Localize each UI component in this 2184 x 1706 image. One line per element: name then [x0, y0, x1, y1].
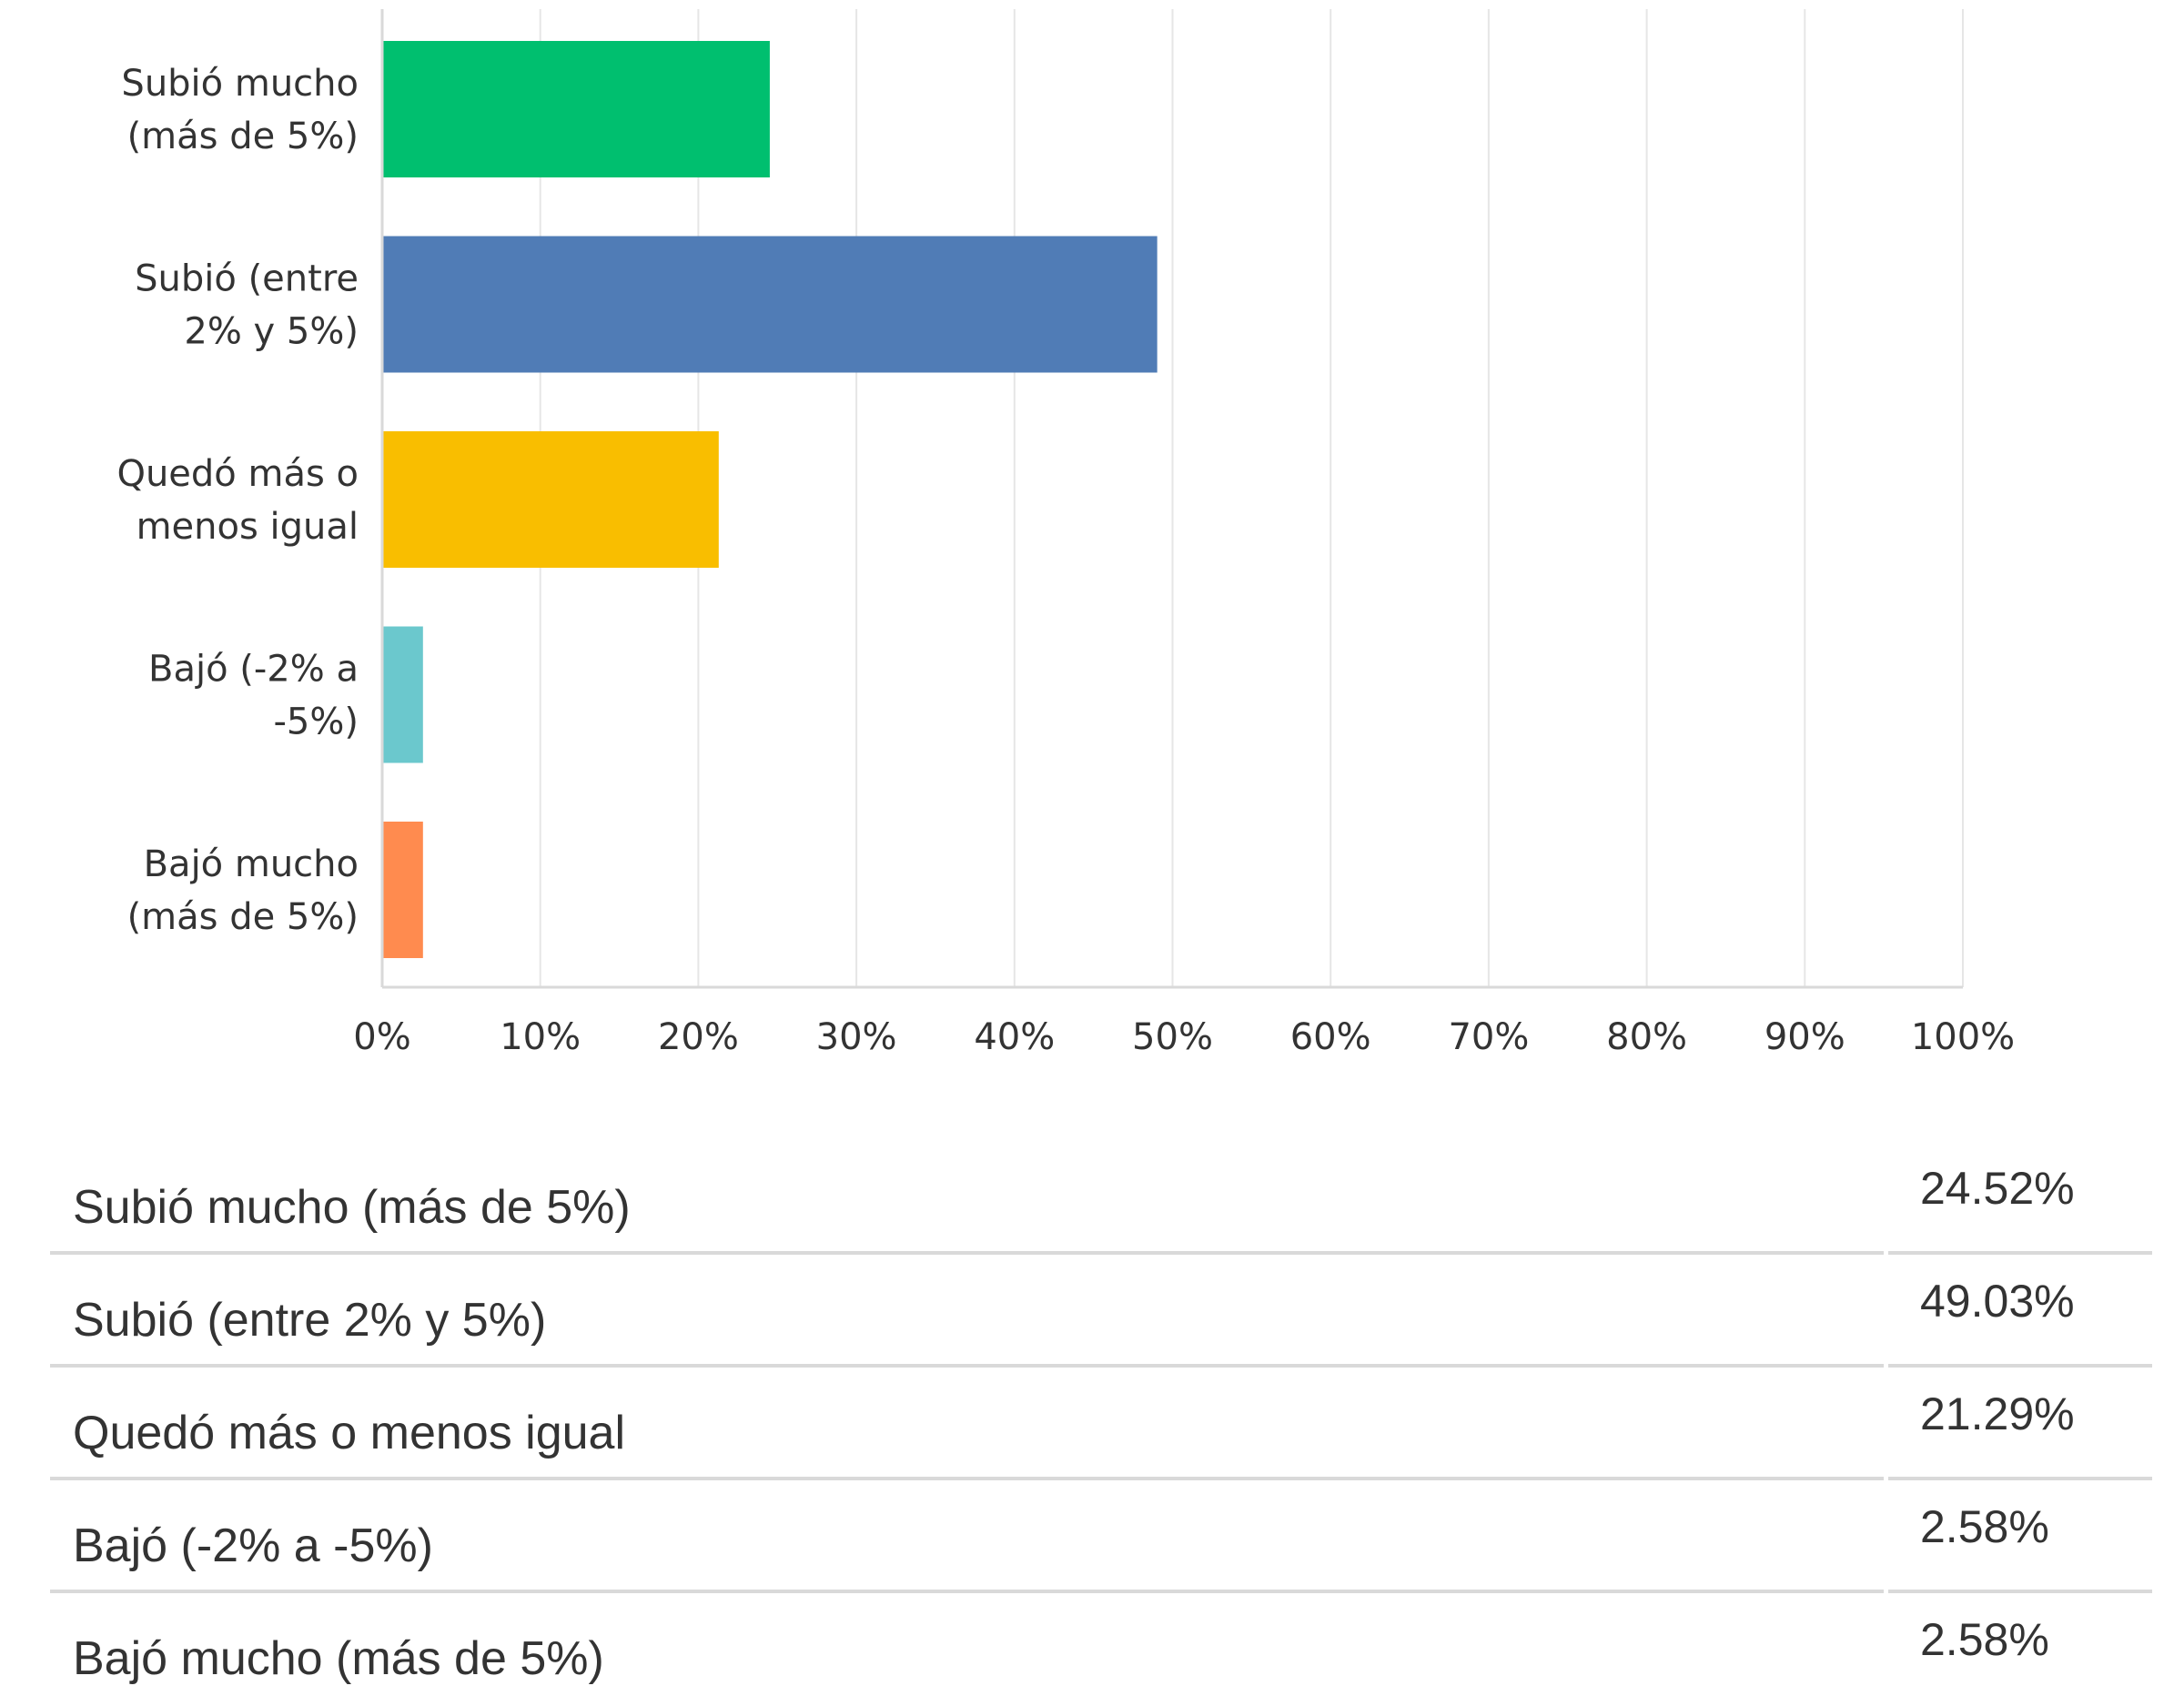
- bar: [382, 431, 719, 568]
- category-label-line: (más de 5%): [127, 116, 359, 157]
- tick-label: 20%: [658, 1016, 739, 1058]
- tick-label: 0%: [353, 1016, 410, 1058]
- tick-label: 40%: [974, 1016, 1055, 1058]
- table-row: Bajó (-2% a -5%) 2.58%: [50, 1480, 2152, 1593]
- bar: [382, 41, 770, 177]
- row-divider: [1888, 1477, 2152, 1480]
- bar-chart: Subió mucho (más de 5%) Subió (entre 2% y 5…: [116, 9, 2015, 1058]
- table-row: Subió (entre 2% y 5%) 49.03%: [50, 1255, 2152, 1368]
- row-value: 2.58%: [1920, 1501, 2049, 1552]
- tick-label: 60%: [1290, 1016, 1371, 1058]
- category-label-line: Bajó mucho: [144, 843, 359, 885]
- bar: [382, 822, 423, 958]
- table-row: Bajó mucho (más de 5%) 2.58%: [50, 1593, 2152, 1706]
- row-label: Subió mucho (más de 5%): [73, 1181, 631, 1234]
- tick-label: 50%: [1132, 1016, 1213, 1058]
- category-label-line: 2% y 5%): [184, 311, 359, 353]
- row-label: Bajó (-2% a -5%): [73, 1519, 433, 1572]
- tick-label: 90%: [1764, 1016, 1845, 1058]
- table-row: Subió mucho (más de 5%) 24.52%: [50, 1142, 2152, 1255]
- row-divider: [50, 1364, 1884, 1368]
- row-label: Subió (entre 2% y 5%): [73, 1294, 547, 1347]
- chart-svg: Subió mucho (más de 5%) Subió (entre 2% y 5…: [116, 9, 2015, 1058]
- row-divider: [50, 1251, 1884, 1255]
- category-label-line: Quedó más o: [116, 453, 359, 495]
- category-label-line: (más de 5%): [127, 896, 359, 938]
- row-divider: [1888, 1590, 2152, 1593]
- row-divider: [1888, 1364, 2152, 1368]
- row-value: 2.58%: [1920, 1614, 2049, 1665]
- row-divider: [50, 1477, 1884, 1480]
- tick-label: 100%: [1911, 1016, 2015, 1058]
- row-divider: [1888, 1251, 2152, 1255]
- row-label: Quedó más o menos igual: [73, 1407, 626, 1459]
- category-label-line: -5%): [274, 702, 359, 743]
- bar: [382, 236, 1158, 373]
- row-value: 24.52%: [1920, 1163, 2075, 1214]
- tick-label: 80%: [1606, 1016, 1687, 1058]
- category-label-line: Subió mucho: [121, 63, 359, 105]
- table-row: Quedó más o menos igual 21.29%: [50, 1368, 2152, 1480]
- category-label: Quedó más o menos igual: [116, 453, 359, 548]
- category-label: Bajó mucho (más de 5%): [127, 843, 359, 938]
- category-label-line: Subió (entre: [135, 258, 359, 300]
- category-label: Bajó (-2% a -5%): [148, 649, 359, 743]
- category-label-line: menos igual: [136, 506, 359, 548]
- summary-table: Subió mucho (más de 5%) 24.52% Subió (en…: [50, 1142, 2152, 1706]
- row-label: Bajó mucho (más de 5%): [73, 1632, 604, 1685]
- category-label: Subió mucho (más de 5%): [121, 63, 359, 157]
- tick-label: 10%: [500, 1016, 581, 1058]
- row-value: 49.03%: [1920, 1276, 2075, 1327]
- category-label: Subió (entre 2% y 5%): [135, 258, 359, 353]
- row-divider: [50, 1590, 1884, 1593]
- bar: [382, 626, 423, 763]
- category-label-line: Bajó (-2% a: [148, 649, 359, 691]
- tick-label: 70%: [1448, 1016, 1529, 1058]
- row-value: 21.29%: [1920, 1388, 2075, 1439]
- tick-label: 30%: [816, 1016, 897, 1058]
